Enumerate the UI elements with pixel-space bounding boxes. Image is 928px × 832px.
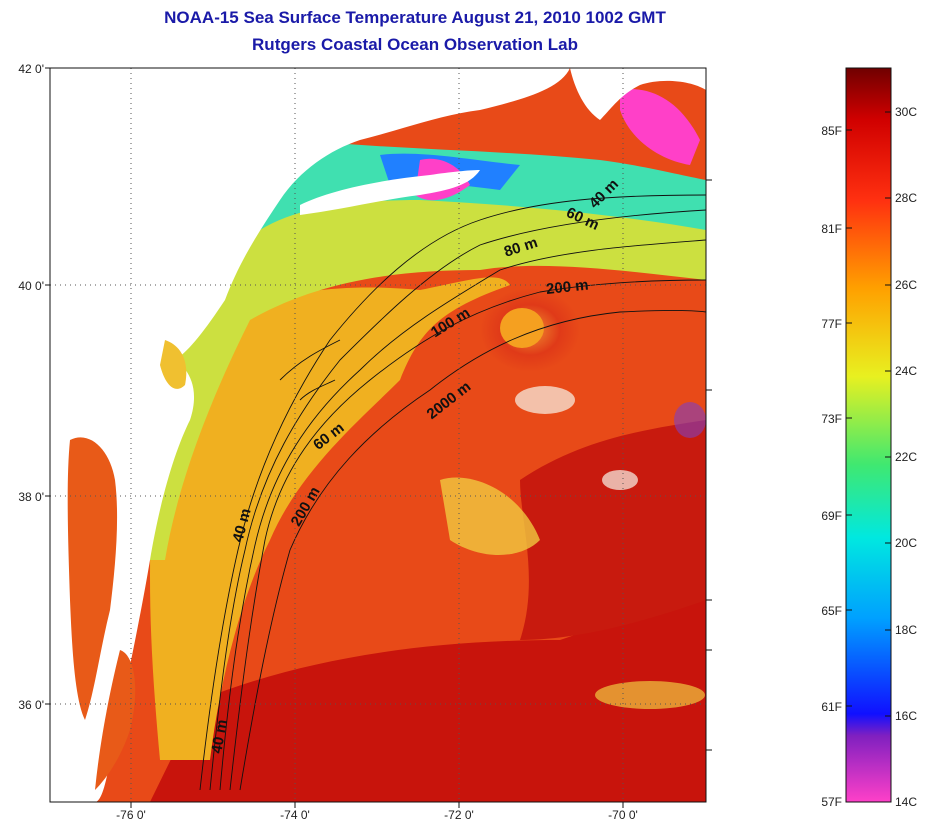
sst-field [50, 68, 706, 802]
colorbar-c-label: 14C [895, 795, 918, 809]
depth-contours [199, 194, 706, 791]
lat-tick-label: 38 0' [18, 490, 44, 504]
colorbar-c-label: 20C [895, 536, 918, 550]
lon-tick-label: -76 0' [116, 808, 146, 822]
colorbar-f-label: 73F [821, 412, 842, 426]
contour-label: 200 m [545, 277, 589, 298]
colorbar-f-label: 69F [821, 509, 842, 523]
colorbar-f-label: 77F [821, 317, 842, 331]
colorbar-f-label: 65F [821, 604, 842, 618]
colorbar-c-label: 18C [895, 623, 918, 637]
map-subtitle: Rutgers Coastal Ocean Observation Lab [252, 35, 578, 54]
contour-label: 40 m [208, 718, 231, 755]
colorbar-f-label: 85F [821, 124, 842, 138]
map-frame [49, 67, 707, 803]
colorbar [845, 67, 892, 803]
colorbar-c-label: 28C [895, 191, 918, 205]
lat-tick-label: 36 0' [18, 698, 44, 712]
colorbar-f-label: 61F [821, 700, 842, 714]
colorbar-ticks [846, 111, 891, 717]
lon-tick-label: -74 0' [280, 808, 310, 822]
map-title: NOAA-15 Sea Surface Temperature August 2… [164, 8, 666, 27]
colorbar-c-label: 24C [895, 364, 918, 378]
colorbar-c-label: 26C [895, 278, 918, 292]
axis-ticks [45, 67, 712, 808]
lon-tick-label: -70 0' [608, 808, 638, 822]
colorbar-f-label: 81F [821, 222, 842, 236]
colorbar-f-label: 57F [821, 795, 842, 809]
lat-tick-label: 42 0' [18, 62, 44, 76]
lon-tick-label: -72 0' [444, 808, 474, 822]
colorbar-c-label: 16C [895, 709, 918, 723]
colorbar-c-label: 30C [895, 105, 918, 119]
lat-tick-label: 40 0' [18, 279, 44, 293]
colorbar-c-label: 22C [895, 450, 918, 464]
